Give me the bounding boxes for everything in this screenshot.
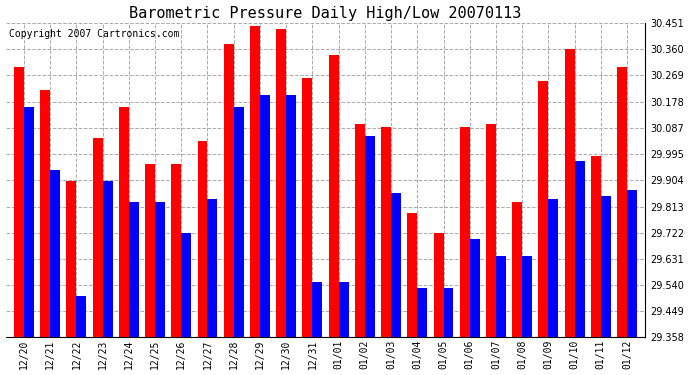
Bar (92, 138, 103, 337)
Bar (50, 170, 60, 337)
Bar (591, 156, 601, 337)
Bar (538, 81, 549, 337)
Bar (66, 182, 77, 337)
Bar (40, 90, 50, 337)
Bar (522, 256, 532, 337)
Bar (77, 297, 86, 337)
Bar (381, 127, 391, 337)
Bar (208, 199, 217, 337)
Bar (417, 288, 427, 337)
Bar (470, 239, 480, 337)
Bar (119, 107, 129, 337)
Bar (24, 107, 34, 337)
Bar (617, 66, 627, 337)
Bar (103, 182, 112, 337)
Bar (601, 196, 611, 337)
Text: Copyright 2007 Cartronics.com: Copyright 2007 Cartronics.com (9, 29, 179, 39)
Bar (460, 127, 470, 337)
Bar (260, 95, 270, 337)
Bar (181, 233, 191, 337)
Bar (355, 124, 365, 337)
Bar (197, 141, 208, 337)
Bar (564, 49, 575, 337)
Bar (286, 95, 296, 337)
Bar (549, 199, 558, 337)
Bar (444, 288, 453, 337)
Bar (575, 161, 584, 337)
Bar (302, 78, 313, 337)
Title: Barometric Pressure Daily High/Low 20070113: Barometric Pressure Daily High/Low 20070… (129, 6, 522, 21)
Bar (224, 44, 234, 337)
Bar (14, 66, 24, 337)
Bar (250, 26, 260, 337)
Bar (391, 193, 401, 337)
Bar (627, 190, 637, 337)
Bar (145, 164, 155, 337)
Bar (155, 202, 165, 337)
Bar (339, 282, 348, 337)
Bar (234, 107, 244, 337)
Bar (313, 282, 322, 337)
Bar (328, 55, 339, 337)
Bar (407, 213, 417, 337)
Bar (486, 124, 496, 337)
Bar (433, 233, 444, 337)
Bar (171, 164, 181, 337)
Bar (496, 256, 506, 337)
Bar (365, 135, 375, 337)
Bar (512, 202, 522, 337)
Bar (276, 29, 286, 337)
Bar (129, 202, 139, 337)
